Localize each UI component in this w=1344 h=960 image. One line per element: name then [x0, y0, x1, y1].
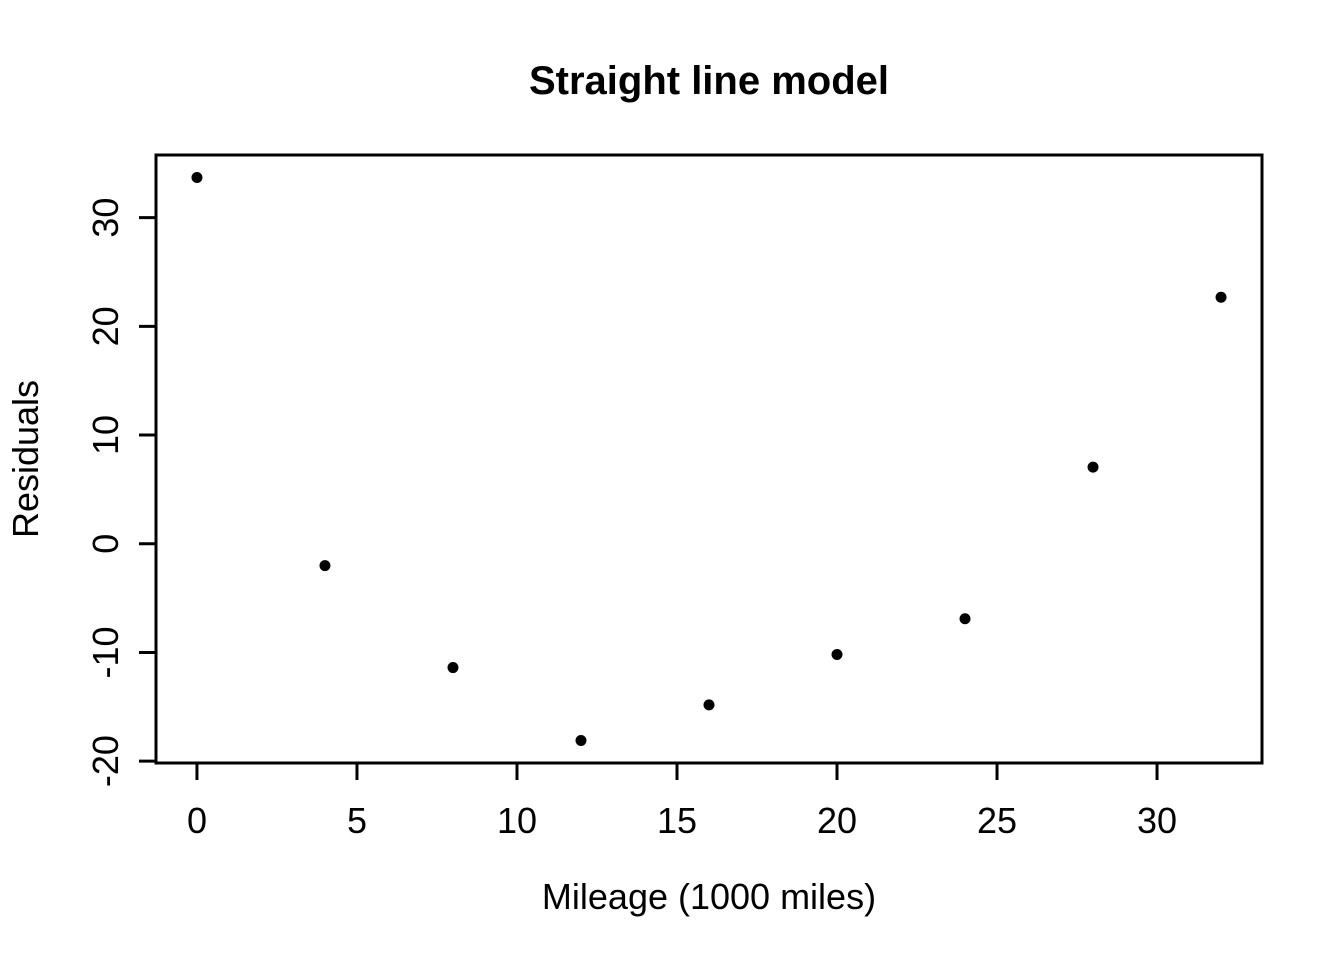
x-axis-ticks: 0 5 10 15 20 25 30: [187, 763, 1177, 841]
x-axis-label: Mileage (1000 miles): [542, 876, 876, 917]
data-point: [703, 699, 715, 711]
data-point: [1087, 461, 1099, 473]
y-tick-label: 30: [85, 198, 126, 238]
y-tick-label: 0: [85, 534, 126, 554]
y-tick-label: -10: [85, 626, 126, 678]
x-tick-label: 10: [497, 800, 537, 841]
chart-title: Straight line model: [529, 59, 889, 103]
x-tick-label: 30: [1137, 800, 1177, 841]
data-point: [959, 613, 971, 625]
data-points: [191, 172, 1227, 746]
data-point: [1215, 291, 1227, 303]
x-tick-label: 5: [347, 800, 367, 841]
data-point: [447, 662, 459, 674]
y-tick-label: -20: [85, 735, 126, 787]
y-axis-ticks: -20 -10 0 10 20 30: [85, 198, 156, 787]
y-tick-label: 10: [85, 415, 126, 455]
x-tick-label: 25: [977, 800, 1017, 841]
data-point: [831, 649, 843, 661]
data-point: [191, 172, 203, 184]
x-tick-label: 0: [187, 800, 207, 841]
data-point: [319, 560, 331, 572]
y-axis-label: Residuals: [5, 380, 46, 538]
data-point: [575, 734, 587, 746]
x-tick-label: 20: [817, 800, 857, 841]
plot-box: [154, 153, 1264, 765]
y-tick-label: 20: [85, 306, 126, 346]
x-tick-label: 15: [657, 800, 697, 841]
